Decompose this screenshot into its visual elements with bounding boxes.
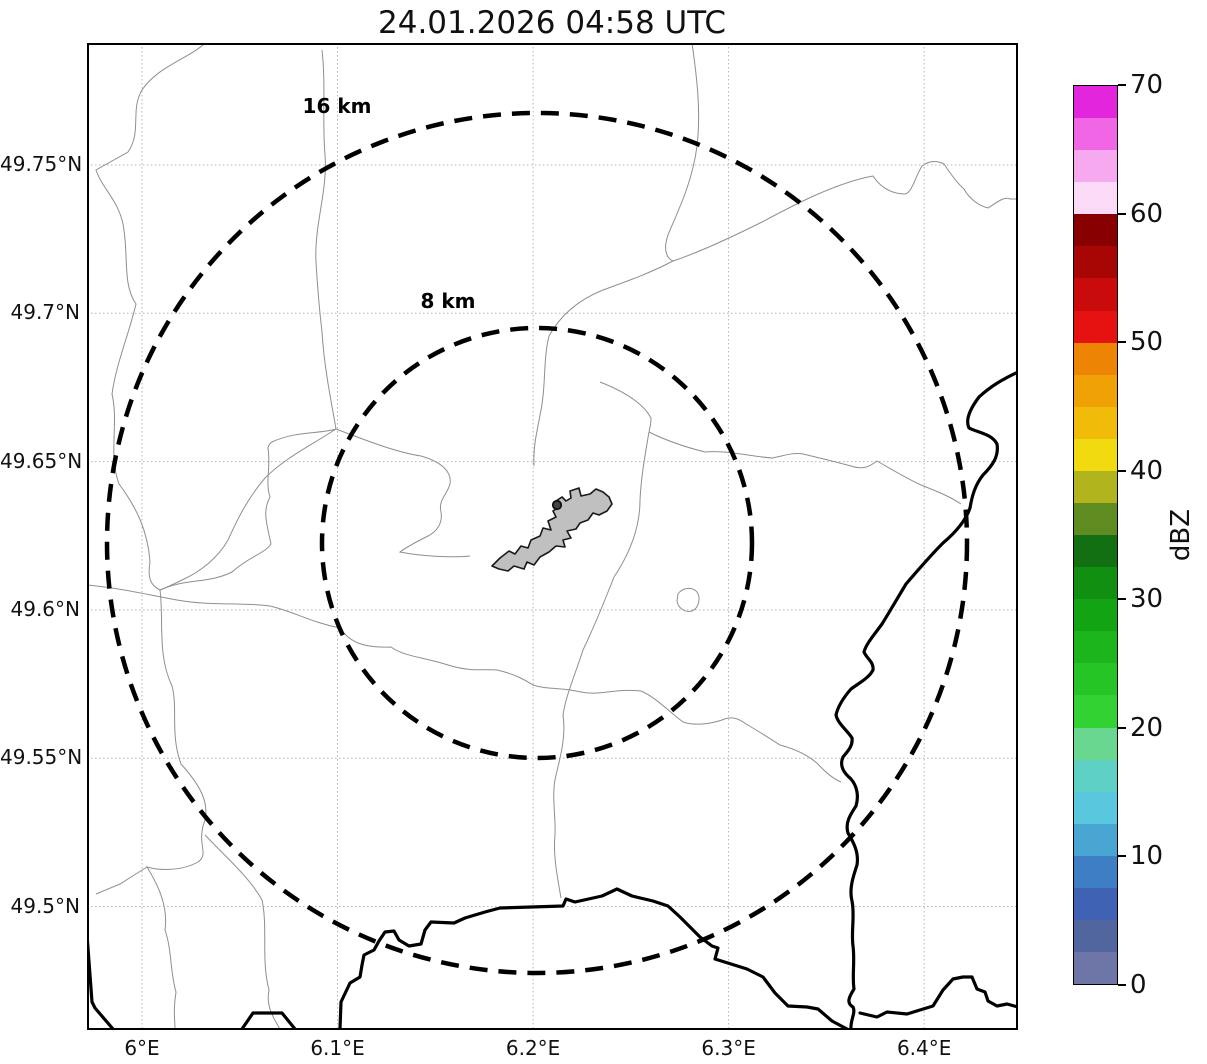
radar-site-marker: [551, 499, 563, 511]
range-ring-label-8km: 8 km: [420, 289, 475, 313]
colorbar-band: [1074, 150, 1117, 183]
colorbar-tick-mark: [1118, 84, 1126, 86]
x-tick-label: 6.2°E: [505, 1036, 561, 1060]
colorbar-band: [1074, 727, 1117, 760]
colorbar-tick-mark: [1118, 212, 1126, 215]
colorbar-tick-mark: [1118, 984, 1126, 986]
colorbar-band: [1074, 470, 1117, 504]
y-tick-label: 49.7°N: [10, 300, 81, 325]
colorbar-band: [1074, 695, 1117, 728]
colorbar-tick-label: 10: [1130, 841, 1164, 872]
y-tick-label: 49.65°N: [0, 448, 83, 473]
map-panel: 16 km 8 km: [87, 43, 1018, 1030]
colorbar-tick-label: 70: [1130, 70, 1164, 100]
range-rings: [104, 110, 970, 976]
colorbar-band: [1074, 631, 1117, 664]
y-tick-label: 49.6°N: [10, 596, 81, 621]
colorbar-band: [1074, 246, 1117, 279]
x-tick-label: 6.4°E: [896, 1036, 952, 1060]
y-tick-label: 49.75°N: [0, 152, 83, 176]
colorbar-band: [1074, 214, 1117, 247]
colorbar-tick-label: 40: [1130, 455, 1164, 486]
range-ring-8km: [319, 325, 755, 761]
colorbar-band: [1074, 374, 1117, 407]
colorbar-band: [1074, 823, 1117, 856]
colorbar-band: [1074, 278, 1117, 311]
colorbar-tick-label: 20: [1130, 712, 1164, 743]
colorbar-tick-label: 60: [1130, 198, 1164, 229]
colorbar-band: [1074, 438, 1117, 471]
range-ring-16km: [104, 110, 970, 976]
colorbar-band: [1074, 759, 1117, 792]
colorbar-band: [1074, 952, 1117, 985]
colorbar-tick-mark: [1118, 726, 1126, 729]
range-ring-label-16km: 16 km: [303, 94, 372, 118]
country-border-lines: [87, 370, 1018, 1030]
y-tick-label: 49.5°N: [10, 893, 81, 918]
colorbar-band: [1074, 887, 1117, 921]
colorbar-axis-label: dBZ: [1166, 508, 1196, 562]
colorbar-band: [1074, 406, 1117, 439]
x-tick-label: 6.1°E: [310, 1036, 365, 1060]
map-frame: [87, 43, 1018, 1030]
colorbar-tick-label: 50: [1130, 327, 1164, 358]
colorbar-band: [1074, 182, 1117, 215]
colorbar-tick-mark: [1118, 855, 1126, 858]
colorbar-band: [1074, 920, 1117, 953]
x-tick-label: 6°E: [124, 1036, 160, 1060]
municipal-boundary-lines: [87, 43, 1018, 1030]
airport-outline: [491, 487, 613, 572]
colorbar-tick-mark: [1118, 341, 1126, 344]
colorbar-band: [1074, 118, 1117, 151]
colorbar-band: [1074, 599, 1117, 632]
colorbar-tick-mark: [1118, 598, 1126, 601]
colorbar-tick-mark: [1118, 469, 1126, 472]
colorbar-band: [1074, 535, 1117, 568]
plot-title: 24.01.2026 04:58 UTC: [378, 5, 726, 41]
colorbar-band: [1074, 855, 1117, 888]
colorbar-band: [1074, 503, 1117, 536]
colorbar-tick-label: 0: [1130, 970, 1147, 1000]
colorbar-band: [1074, 567, 1117, 600]
colorbar-band: [1074, 86, 1117, 119]
colorbar-band: [1074, 342, 1117, 375]
colorbar-band: [1074, 663, 1117, 696]
colorbar-band: [1074, 791, 1117, 824]
colorbar-tick-label: 30: [1130, 584, 1164, 615]
y-tick-label: 49.55°N: [0, 745, 83, 770]
x-tick-label: 6.3°E: [701, 1036, 756, 1060]
colorbar-band: [1074, 310, 1117, 343]
colorbar: [1073, 85, 1118, 985]
